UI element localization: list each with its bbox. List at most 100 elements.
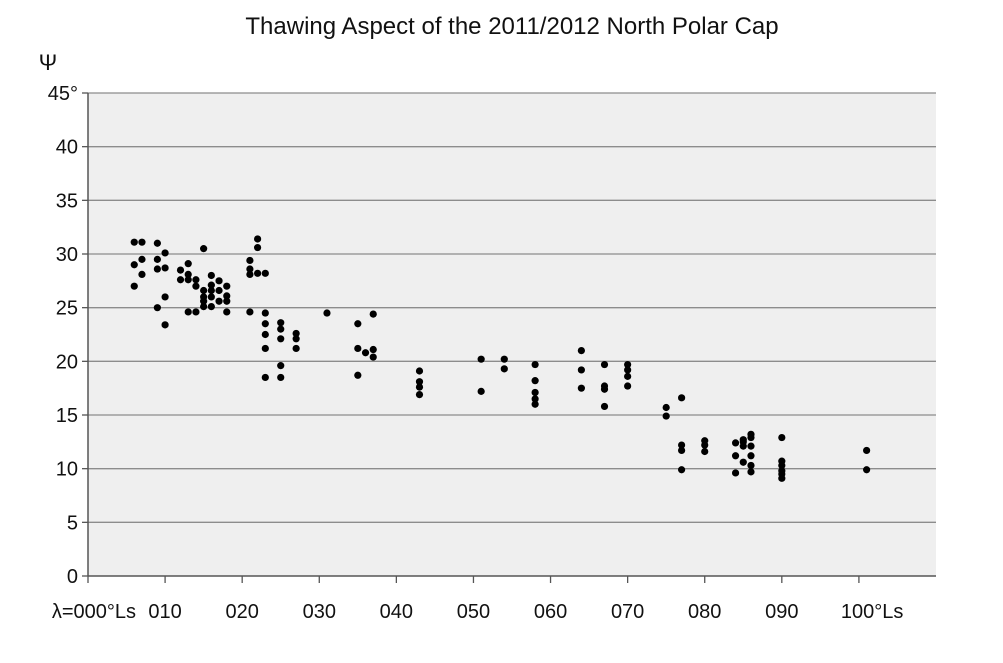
data-point	[153, 239, 161, 247]
data-point	[153, 304, 161, 312]
data-point	[138, 270, 146, 278]
y-tick-label-20: 20	[56, 351, 78, 373]
data-point	[747, 468, 755, 476]
data-points	[130, 235, 871, 482]
data-point	[415, 383, 424, 391]
data-point	[161, 293, 169, 301]
data-point	[246, 256, 254, 265]
data-point	[223, 292, 231, 300]
data-point	[184, 270, 192, 278]
data-point	[531, 400, 539, 408]
x-tick-label-0: λ=000°Ls	[52, 601, 136, 623]
chart-title: Thawing Aspect of the 2011/2012 North Po…	[245, 13, 778, 40]
data-point	[678, 441, 686, 449]
data-point	[600, 360, 609, 369]
data-point	[369, 310, 377, 318]
data-point	[292, 335, 300, 343]
x-tick-label-90: 090	[765, 601, 798, 623]
data-point	[577, 384, 585, 392]
data-point	[254, 235, 262, 243]
data-point	[261, 330, 269, 339]
data-point	[277, 319, 285, 327]
data-point	[207, 271, 215, 280]
data-point	[863, 446, 871, 455]
data-point	[531, 360, 539, 369]
data-point	[192, 282, 200, 290]
data-point	[161, 321, 169, 329]
y-tick-label-0: 0	[67, 566, 78, 588]
y-tick-labels: 0 5 10 15 20 25 30 35 40 45°	[48, 83, 78, 588]
data-point	[531, 388, 539, 397]
data-point	[731, 439, 740, 447]
data-point	[500, 365, 508, 373]
x-tick-label-50: 050	[457, 601, 490, 623]
data-point	[277, 373, 285, 382]
data-point	[323, 309, 331, 317]
data-point	[701, 447, 709, 456]
y-tick-label-15: 15	[56, 405, 78, 427]
data-point	[200, 245, 208, 253]
data-point	[161, 264, 169, 272]
data-point	[369, 345, 377, 354]
x-tick-label-70: 070	[611, 601, 644, 623]
data-point	[261, 269, 269, 277]
data-point	[500, 355, 508, 363]
data-point	[261, 320, 269, 328]
data-point	[415, 367, 424, 375]
data-point	[184, 276, 192, 284]
data-point	[153, 255, 161, 263]
data-point	[184, 260, 192, 268]
data-point	[246, 265, 254, 273]
data-point	[731, 452, 740, 460]
data-point	[731, 469, 740, 477]
data-point	[577, 366, 585, 374]
data-point	[577, 347, 585, 355]
data-point	[215, 286, 223, 295]
data-point	[138, 238, 146, 246]
data-point	[207, 281, 215, 289]
x-tick-label-100: 100°Ls	[841, 601, 904, 623]
plot-area	[88, 93, 936, 576]
y-tick-label-35: 35	[56, 190, 78, 212]
data-point	[624, 366, 632, 374]
data-point	[246, 308, 254, 316]
data-point	[200, 297, 208, 305]
data-point	[739, 458, 747, 466]
data-point	[477, 387, 485, 395]
x-tick-label-60: 060	[534, 601, 567, 623]
data-point	[354, 344, 362, 353]
data-point	[415, 391, 424, 399]
data-point	[531, 395, 539, 403]
data-point	[130, 238, 138, 246]
x-tick-label-80: 080	[688, 601, 721, 623]
data-point	[600, 402, 609, 411]
data-point	[292, 329, 300, 338]
axes	[82, 92, 936, 583]
y-axis-label: Ψ	[39, 50, 57, 75]
data-point	[223, 308, 231, 316]
y-tick-label-40: 40	[56, 137, 78, 159]
data-point	[778, 461, 786, 470]
data-point	[207, 293, 215, 301]
x-tick-label-40: 040	[380, 601, 413, 623]
data-point	[192, 276, 200, 284]
data-point	[354, 320, 362, 328]
data-point	[747, 461, 755, 470]
data-point	[215, 277, 223, 285]
data-point	[184, 308, 192, 316]
data-point	[277, 325, 285, 333]
data-point	[292, 344, 300, 353]
data-point	[200, 302, 208, 311]
data-point	[361, 349, 370, 357]
data-point	[207, 286, 215, 295]
data-point	[223, 297, 231, 305]
data-point	[261, 309, 269, 317]
data-point	[261, 344, 269, 353]
data-point	[130, 261, 138, 269]
data-point	[778, 433, 786, 442]
data-point	[739, 436, 747, 444]
data-point	[192, 308, 200, 316]
x-tick-label-10: 010	[148, 601, 181, 623]
data-point	[277, 335, 285, 343]
